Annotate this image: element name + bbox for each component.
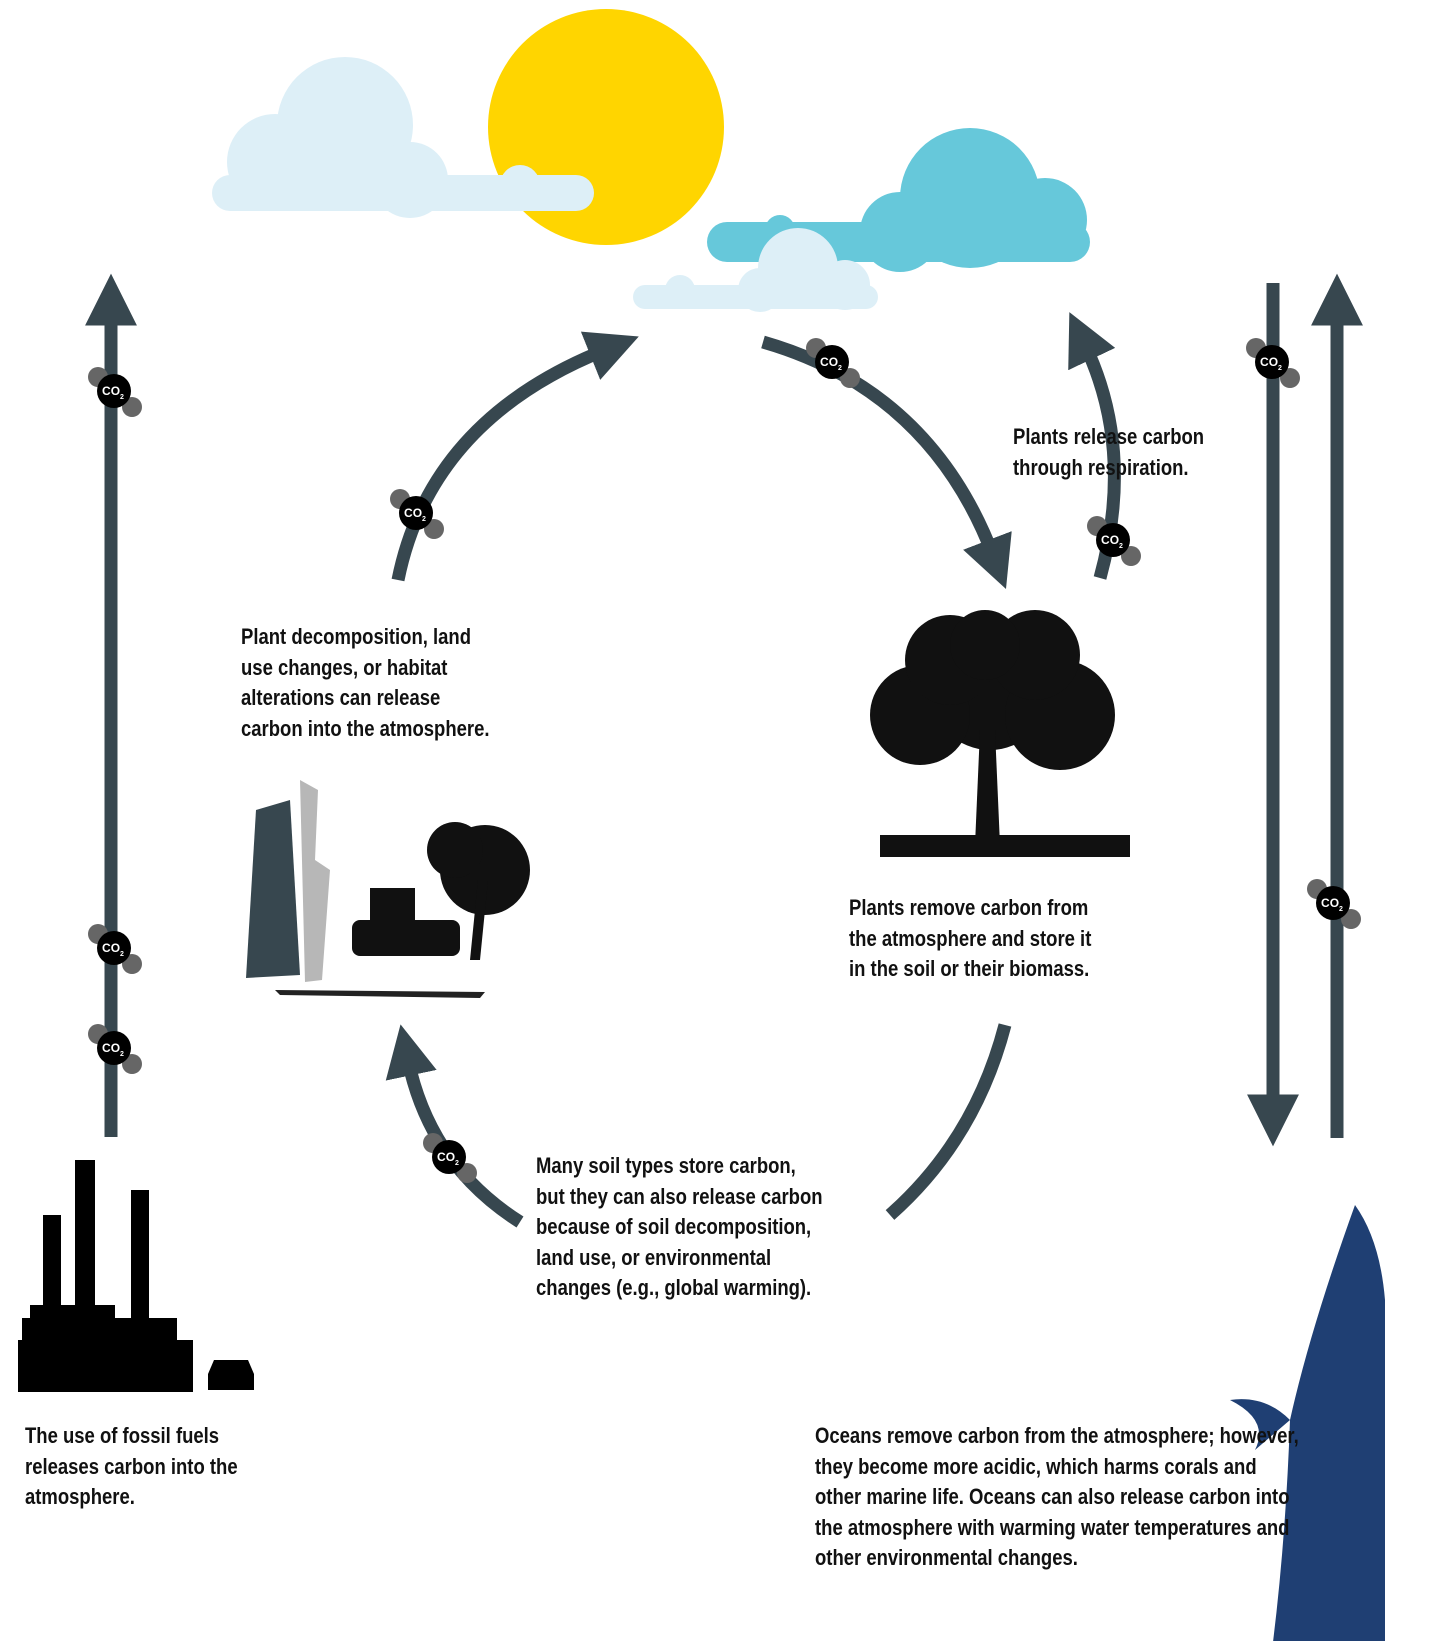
co2-sub: 2 [120, 1051, 124, 1058]
text-line: releases carbon into the [25, 1452, 238, 1483]
carbon-cycle-diagram: CO2CO2CO2CO2CO2CO2CO2CO2CO2 Plants relea… [0, 0, 1447, 1641]
co2-badge: CO2 [423, 1133, 477, 1183]
soil-text: Many soil types store carbon,but they ca… [536, 1151, 823, 1304]
co2-sub: 2 [1119, 543, 1123, 550]
car [208, 1360, 254, 1390]
co2-main: CO [437, 1150, 455, 1164]
co2-main: CO [102, 941, 120, 955]
text-line: changes (e.g., global warming). [536, 1273, 823, 1304]
text-line: through respiration. [1013, 453, 1204, 484]
co2-main: CO [102, 1041, 120, 1055]
factory [18, 1160, 193, 1392]
co2-sub: 2 [422, 516, 426, 523]
co2-main: CO [1260, 355, 1278, 369]
text-line: use changes, or habitat [241, 653, 489, 684]
text-line: The use of fossil fuels [25, 1421, 238, 1452]
co2-main: CO [102, 384, 120, 398]
co2-sub: 2 [120, 394, 124, 401]
text-line: but they can also release carbon [536, 1182, 823, 1213]
text-line: because of soil decomposition, [536, 1212, 823, 1243]
text-line: Plants remove carbon from [849, 893, 1091, 924]
text-line: the atmosphere and store it [849, 924, 1091, 955]
co2-sub: 2 [120, 951, 124, 958]
text-line: other environmental changes. [815, 1543, 1299, 1574]
tree [870, 610, 1130, 857]
text-line: alterations can release [241, 683, 489, 714]
diagram-art: CO2CO2CO2CO2CO2CO2CO2CO2CO2 [0, 0, 1447, 1641]
co2-main: CO [1321, 896, 1339, 910]
text-line: atmosphere. [25, 1482, 238, 1513]
text-line: other marine life. Oceans can also relea… [815, 1482, 1299, 1513]
text-line: they become more acidic, which harms cor… [815, 1452, 1299, 1483]
text-line: Plants release carbon [1013, 422, 1204, 453]
text-line: Oceans remove carbon from the atmosphere… [815, 1421, 1299, 1452]
co2-sub: 2 [455, 1160, 459, 1167]
text-line: land use, or environmental [536, 1243, 823, 1274]
co2-main: CO [1101, 533, 1119, 547]
co2-sub: 2 [838, 365, 842, 372]
text-line: carbon into the atmosphere. [241, 714, 489, 745]
co2-main: CO [820, 355, 838, 369]
text-line: Many soil types store carbon, [536, 1151, 823, 1182]
text-line: the atmosphere with warming water temper… [815, 1513, 1299, 1544]
co2-sub: 2 [1339, 906, 1343, 913]
oceans-text: Oceans remove carbon from the atmosphere… [815, 1421, 1299, 1574]
land-use-icons [246, 780, 530, 998]
co2-badge: CO2 [1087, 516, 1141, 566]
co2-sub: 2 [1278, 365, 1282, 372]
text-line: Plant decomposition, land [241, 622, 489, 653]
co2-main: CO [404, 506, 422, 520]
text-line: in the soil or their biomass. [849, 954, 1091, 985]
